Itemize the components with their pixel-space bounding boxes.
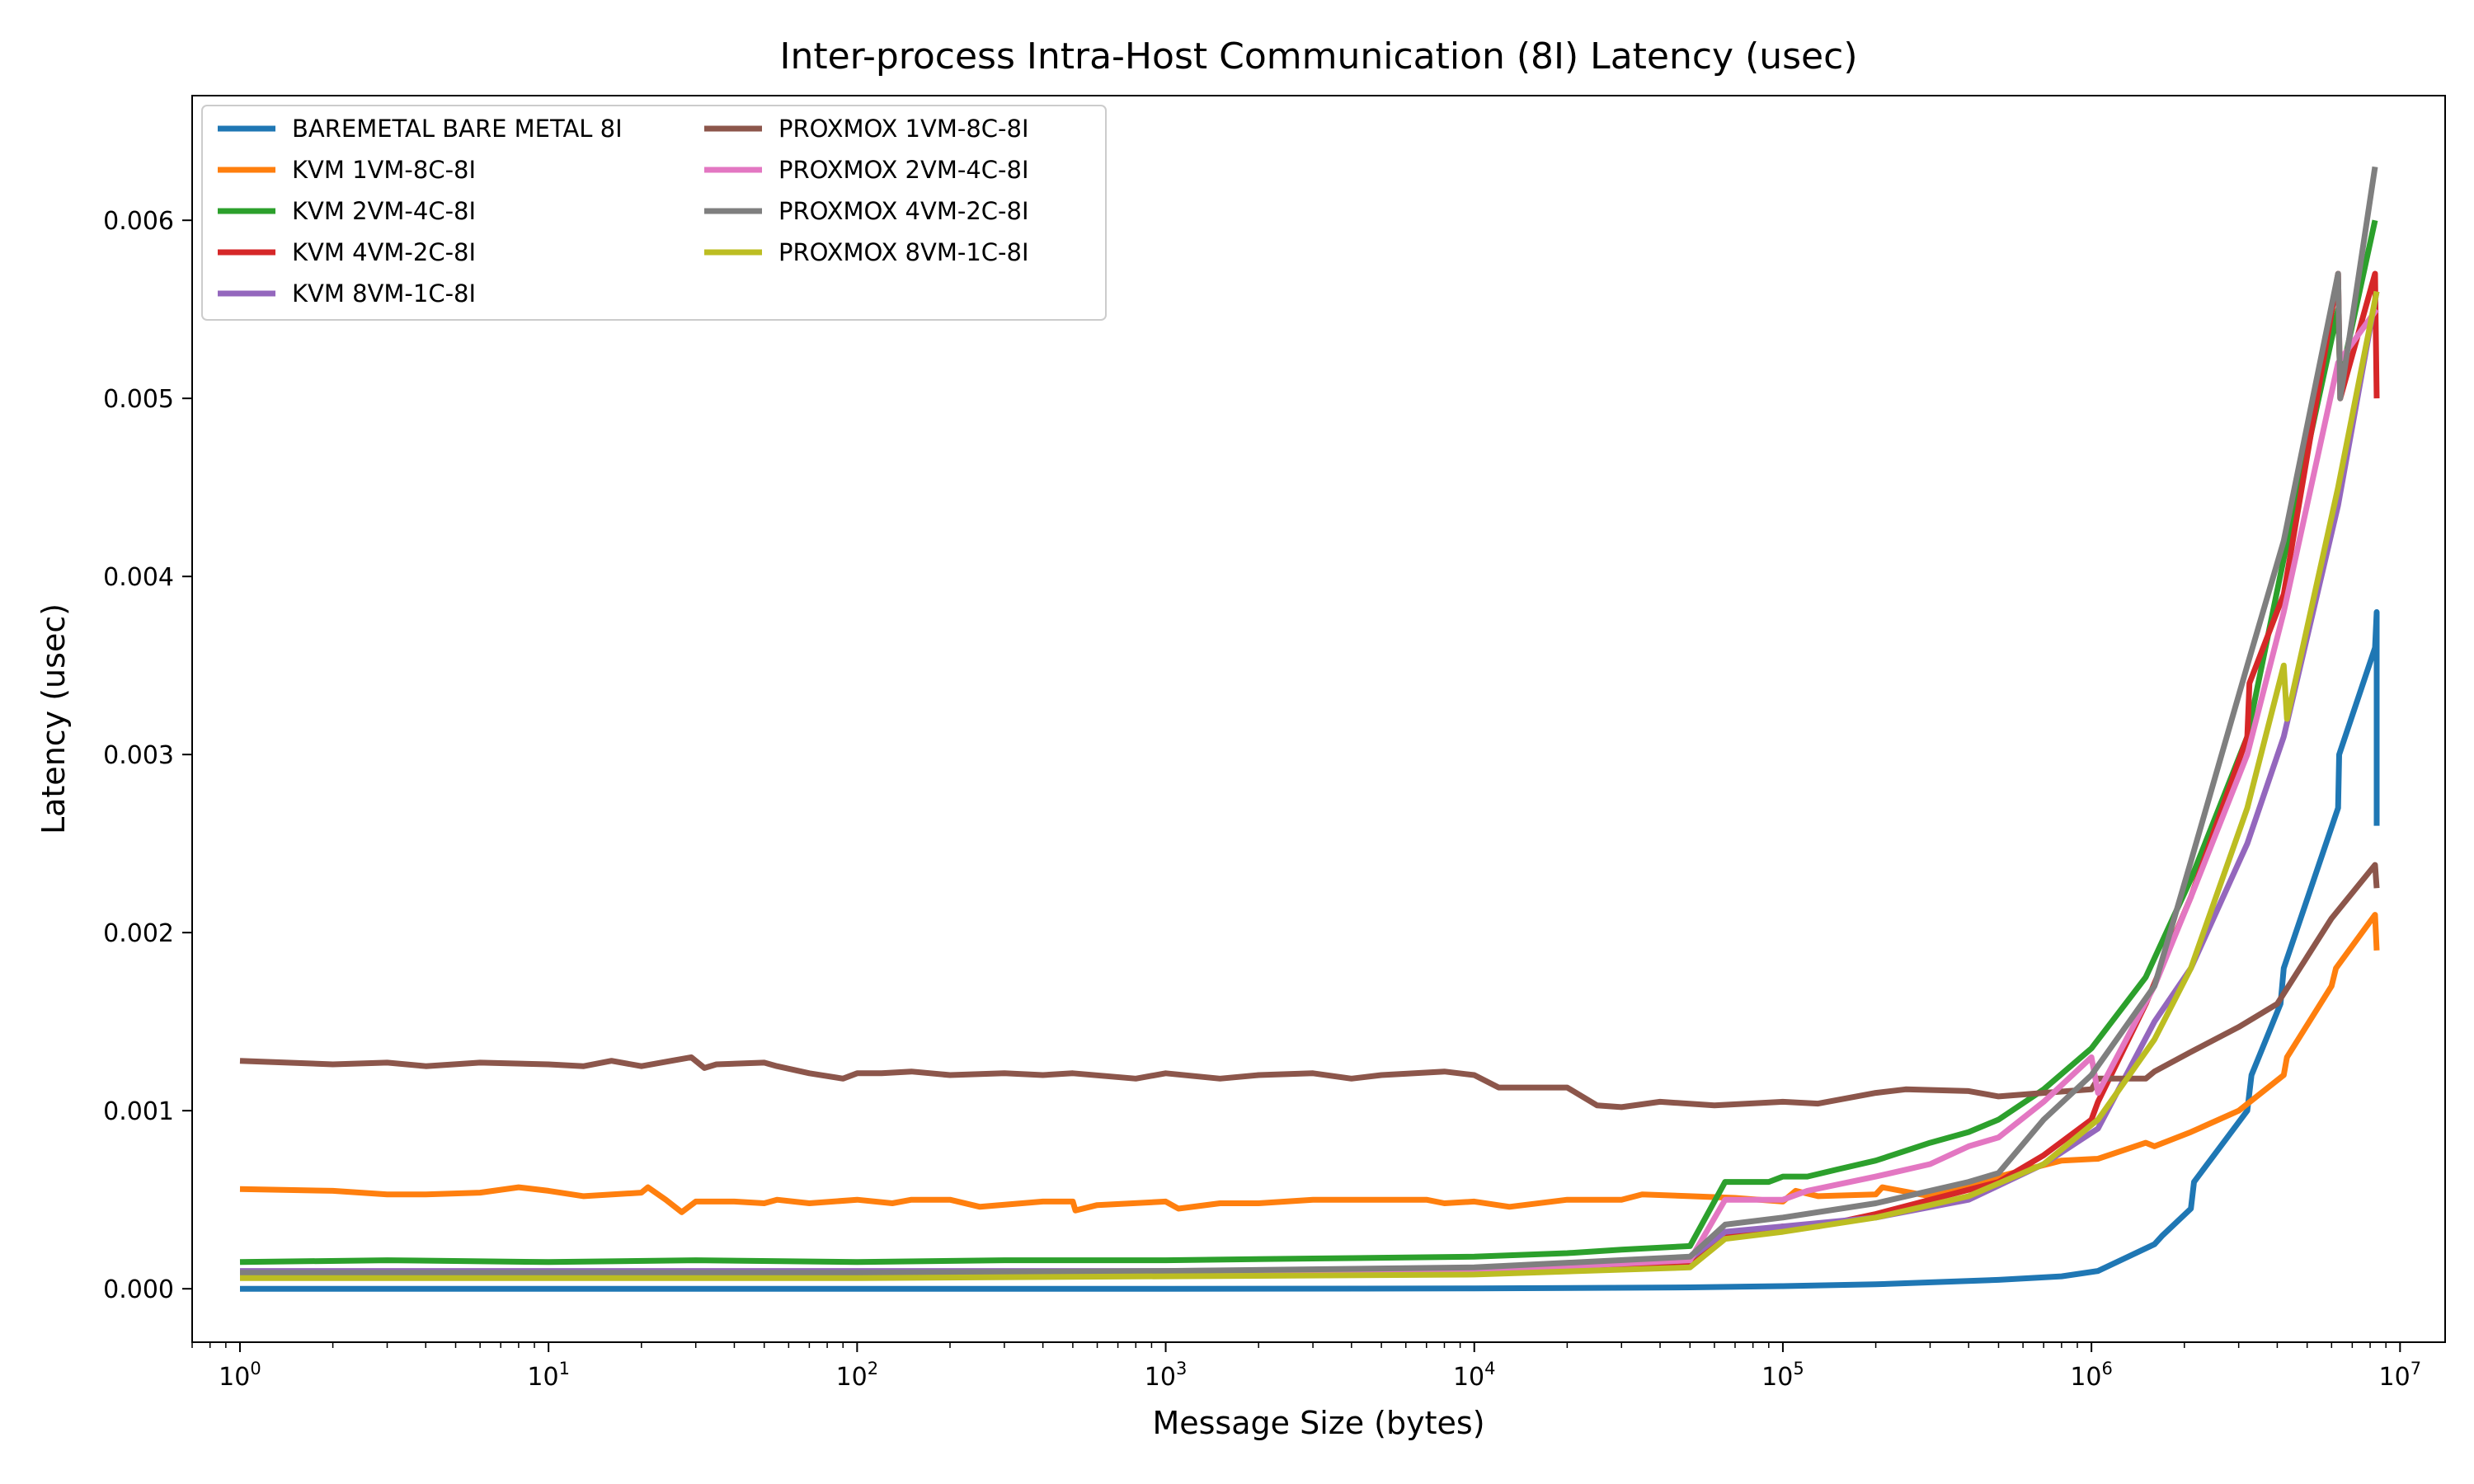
series-line-8 [240, 290, 2380, 1281]
legend-label-3: KVM 4VM-2C-8I [292, 238, 476, 266]
x-tick-label-4: 104 [1453, 1359, 1496, 1392]
x-tick-label-0: 100 [219, 1359, 261, 1392]
plot-area [239, 166, 2380, 1292]
y-tick-label-1: 0.001 [103, 1097, 174, 1126]
legend: BAREMETAL BARE METAL 8I KVM 1VM-8C-8I KVM … [201, 105, 1107, 321]
series-line-2 [239, 219, 2378, 1266]
series-line-5 [239, 862, 2380, 1111]
legend-label-0: BAREMETAL BARE METAL 8I [292, 115, 623, 143]
x-tick-label-7: 107 [2379, 1359, 2422, 1392]
x-tick-label-3: 103 [1145, 1359, 1188, 1392]
series-line-1 [239, 912, 2380, 1215]
legend-label-5: PROXMOX 1VM-8C-8I [778, 115, 1029, 143]
legend-label-8: PROXMOX 8VM-1C-8I [778, 238, 1029, 266]
legend-label-7: PROXMOX 4VM-2C-8I [778, 197, 1029, 225]
x-axis-label: Message Size (bytes) [1152, 1405, 1484, 1441]
x-tick-label-6: 106 [2070, 1359, 2113, 1392]
chart-title: Inter-process Intra-Host Communication (… [779, 35, 1857, 77]
legend-label-1: KVM 1VM-8C-8I [292, 156, 476, 184]
axes: 100 101 102 103 104 105 106 107 0.000 0.001 0.002 0… [103, 207, 2421, 1392]
x-tick-label-5: 105 [1761, 1359, 1804, 1392]
legend-label-6: PROXMOX 2VM-4C-8I [778, 156, 1029, 184]
x-tick-label-1: 101 [527, 1359, 570, 1392]
legend-label-2: KVM 2VM-4C-8I [292, 197, 476, 225]
y-tick-label-5: 0.005 [103, 385, 174, 414]
x-tick-label-2: 102 [836, 1359, 879, 1392]
series-line-0 [240, 608, 2380, 1292]
plot-frame [191, 95, 2446, 1343]
y-tick-label-2: 0.002 [103, 919, 174, 948]
y-tick-label-6: 0.006 [103, 207, 174, 236]
legend-box [201, 105, 1107, 321]
y-tick-label-0: 0.000 [103, 1275, 174, 1304]
y-tick-label-4: 0.004 [103, 563, 174, 592]
y-axis-label: Latency (usec) [35, 603, 72, 834]
legend-label-4: KVM 8VM-1C-8I [292, 279, 476, 308]
y-tick-label-3: 0.003 [103, 741, 174, 770]
series-line-7 [240, 166, 2378, 1276]
